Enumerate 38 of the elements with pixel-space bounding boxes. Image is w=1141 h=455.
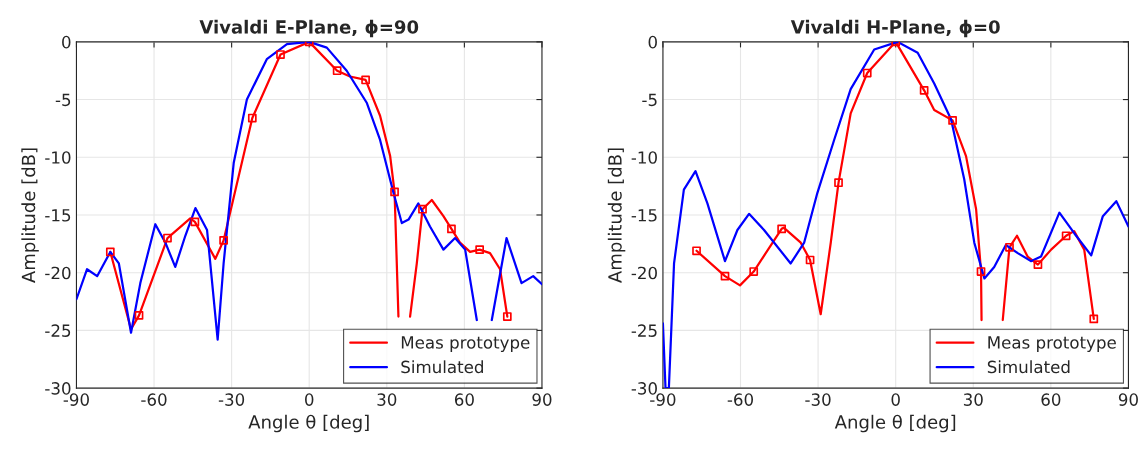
x-tick-label: 30 [377, 393, 397, 406]
y-tick-label: -5 [642, 93, 657, 107]
x-tick-label: -60 [727, 393, 754, 406]
y-tick-label: -5 [55, 93, 71, 107]
x-tick-label: 60 [1041, 393, 1061, 406]
y-tick-label: -25 [45, 324, 71, 337]
chart-title: Vivaldi H-Plane, ϕ=0 [790, 19, 1000, 38]
legend-label: Simulated [987, 360, 1070, 374]
legend-label: Meas prototype [988, 336, 1116, 352]
legend-label: Simulated [401, 360, 483, 374]
y-tick-label: -30 [45, 382, 71, 395]
x-tick-label: -60 [141, 393, 167, 406]
y-tick-label: 0 [648, 35, 657, 49]
y-tick-label: -10 [631, 151, 657, 164]
x-tick-label: -90 [63, 393, 89, 406]
x-axis-title: Angle θ [deg] [248, 414, 369, 433]
y-axis-title: Amplitude [dB] [607, 148, 626, 283]
chart-title: Vivaldi E-Plane, ϕ=90 [199, 19, 419, 38]
x-tick-label: 90 [532, 393, 552, 406]
y-tick-label: -30 [631, 382, 657, 395]
y-tick-label: -10 [45, 151, 71, 164]
y-tick-label: -20 [45, 266, 71, 280]
y-tick-label: -20 [631, 266, 657, 280]
y-axis-title: Amplitude [dB] [21, 148, 39, 283]
x-tick-label: -30 [805, 393, 831, 406]
y-tick-label: -15 [631, 209, 657, 222]
x-tick-label: 90 [1118, 393, 1138, 406]
y-tick-label: -25 [631, 324, 657, 337]
x-tick-label: 0 [891, 393, 900, 406]
x-tick-label: 30 [963, 393, 983, 406]
x-tick-label: -90 [650, 393, 676, 406]
x-tick-label: 60 [454, 393, 474, 406]
y-tick-label: -15 [45, 209, 71, 222]
legend-label: Meas prototype [401, 336, 530, 352]
x-tick-label: 0 [305, 393, 314, 406]
x-axis-title: Angle θ [deg] [834, 414, 956, 433]
y-tick-label: 0 [62, 35, 71, 49]
x-tick-label: -30 [218, 393, 245, 406]
